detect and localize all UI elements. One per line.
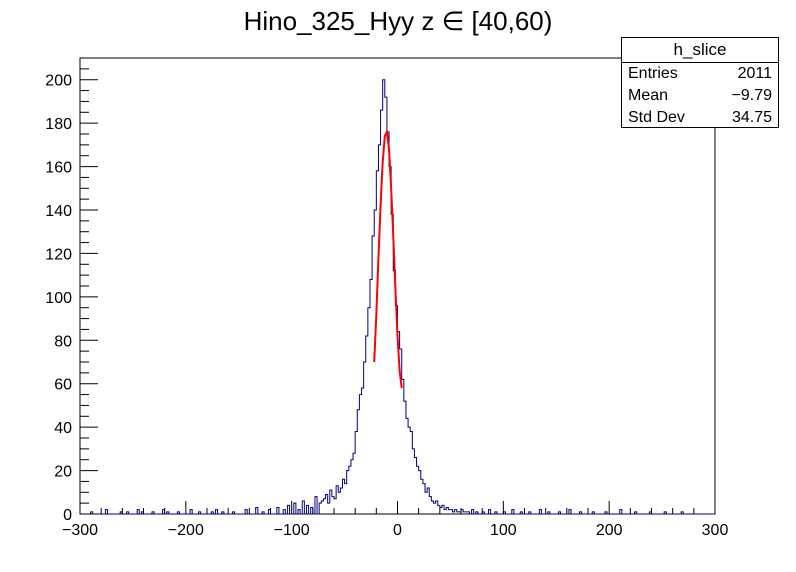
plot-frame [79,57,716,515]
y-tick-label: 40 [54,420,72,437]
y-tick-label: 100 [45,290,72,307]
y-tick-label: 140 [45,203,72,220]
stats-value: −9.79 [731,87,772,104]
stats-box-name: h_slice [622,38,778,63]
fit-curve [373,128,403,389]
stats-value: 2011 [737,65,772,82]
stats-label: Std Dev [628,109,685,126]
x-tick-label: 200 [596,522,623,539]
x-tick-label: −300 [62,522,98,539]
y-tick-label: 80 [54,333,72,350]
y-tick-label: 0 [63,507,72,524]
chart-title: Hino_325_Hyy z ∈ [40,60) [243,6,553,36]
y-tick-label: 20 [54,464,72,481]
stats-label: Mean [628,87,669,104]
stats-value: 34.75 [731,109,772,126]
stats-row-stddev: Std Dev 34.75 [622,107,778,129]
y-tick-label: 160 [45,160,72,177]
stats-label: Entries [628,65,678,82]
x-tick-label: −100 [274,522,310,539]
stats-row-mean: Mean −9.79 [622,85,778,107]
y-tick-label: 200 [45,73,72,90]
stats-box: h_slice Entries 2011 Mean −9.79 Std Dev … [621,37,779,128]
x-tick-label: 300 [702,522,729,539]
y-tick-label: 60 [54,377,72,394]
histogram-series [80,79,715,515]
y-tick-label: 180 [45,116,72,133]
x-tick-label: 100 [490,522,517,539]
x-tick-label: −200 [168,522,204,539]
x-tick-label: 0 [393,522,402,539]
stats-row-entries: Entries 2011 [622,63,778,85]
y-tick-label: 120 [45,246,72,263]
